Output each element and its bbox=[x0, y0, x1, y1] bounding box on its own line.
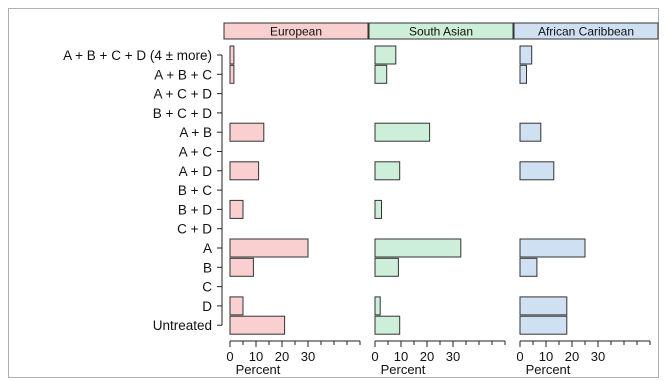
bar-european-b-d bbox=[229, 199, 244, 219]
bar-european-a-b bbox=[229, 122, 265, 142]
bar-south-asian-untreated bbox=[374, 315, 401, 335]
y-tick-label-a-c: A + C bbox=[179, 145, 213, 160]
bar-south-asian-a-b-c-d-4-more bbox=[374, 45, 397, 65]
bar-european-d bbox=[229, 296, 244, 316]
bar-african-caribbean-a bbox=[519, 238, 586, 258]
y-tick-label-b: B bbox=[203, 260, 212, 275]
y-tick-label-a-d: A + D bbox=[179, 164, 213, 179]
x-tick-label-african-caribbean-0: 0 bbox=[516, 349, 523, 364]
x-tick-label-south-asian-30: 30 bbox=[446, 349, 460, 364]
strip-european bbox=[223, 22, 369, 40]
strip-label-european: European bbox=[270, 25, 322, 39]
bar-european-b bbox=[229, 257, 254, 277]
x-tick-label-african-caribbean-10: 10 bbox=[539, 349, 553, 364]
bar-european-a-b-c-d-4-more bbox=[229, 45, 235, 65]
x-tick-label-european-0: 0 bbox=[226, 349, 233, 364]
y-tick-label-a: A bbox=[203, 241, 212, 256]
bar-south-asian-d bbox=[374, 296, 381, 316]
y-tick-label-a-b-c-d-4-more: A + B + C + D (4 ± more) bbox=[63, 48, 212, 63]
bar-south-asian-a-d bbox=[374, 161, 401, 181]
bar-african-caribbean-b bbox=[519, 257, 538, 277]
y-tick-label-a-c-d: A + C + D bbox=[153, 87, 212, 102]
bar-african-caribbean-a-b-c bbox=[519, 64, 527, 84]
bar-african-caribbean-a-b bbox=[519, 122, 542, 142]
bar-european-a-d bbox=[229, 161, 260, 181]
x-tick-label-european-10: 10 bbox=[249, 349, 263, 364]
strip-south-asian bbox=[368, 22, 514, 40]
strip-label-south-asian: South Asian bbox=[409, 25, 473, 39]
bar-south-asian-a-b-c bbox=[374, 64, 388, 84]
y-tick-label-c: C bbox=[202, 280, 212, 295]
y-tick-label-d: D bbox=[202, 299, 212, 314]
bar-european-untreated bbox=[229, 315, 286, 335]
y-tick-label-c-d: C + D bbox=[177, 222, 212, 237]
bar-african-caribbean-untreated bbox=[519, 315, 568, 335]
bar-south-asian-a-b bbox=[374, 122, 431, 142]
y-tick-label-b-d: B + D bbox=[178, 202, 212, 217]
x-tick-label-african-caribbean-20: 20 bbox=[565, 349, 579, 364]
bar-south-asian-b bbox=[374, 257, 399, 277]
y-tick-label-a-b-c: A + B + C bbox=[154, 67, 212, 82]
bar-african-caribbean-a-d bbox=[519, 161, 555, 181]
y-tick-label-untreated: Untreated bbox=[153, 318, 212, 333]
strip-african-caribbean bbox=[513, 22, 659, 40]
bar-south-asian-b-d bbox=[374, 199, 382, 219]
bar-african-caribbean-d bbox=[519, 296, 568, 316]
y-tick-label-b-c-d: B + C + D bbox=[153, 106, 213, 121]
x-tick-label-south-asian-0: 0 bbox=[371, 349, 378, 364]
x-tick-label-south-asian-20: 20 bbox=[420, 349, 434, 364]
x-axis-title-european: Percent bbox=[236, 362, 281, 377]
x-axis-title-south-asian: Percent bbox=[381, 362, 426, 377]
x-tick-label-african-caribbean-30: 30 bbox=[591, 349, 605, 364]
bar-south-asian-a bbox=[374, 238, 462, 258]
bar-european-a bbox=[229, 238, 309, 258]
strip-label-african-caribbean: African Caribbean bbox=[538, 25, 634, 39]
x-tick-label-european-20: 20 bbox=[275, 349, 289, 364]
bar-european-a-b-c bbox=[229, 64, 235, 84]
y-tick-label-a-b: A + B bbox=[179, 125, 212, 140]
bar-african-caribbean-a-b-c-d-4-more bbox=[519, 45, 533, 65]
x-axis-title-african-caribbean: Percent bbox=[526, 362, 571, 377]
y-tick-label-b-c: B + C bbox=[178, 183, 212, 198]
x-tick-label-south-asian-10: 10 bbox=[394, 349, 408, 364]
x-tick-label-european-30: 30 bbox=[301, 349, 315, 364]
